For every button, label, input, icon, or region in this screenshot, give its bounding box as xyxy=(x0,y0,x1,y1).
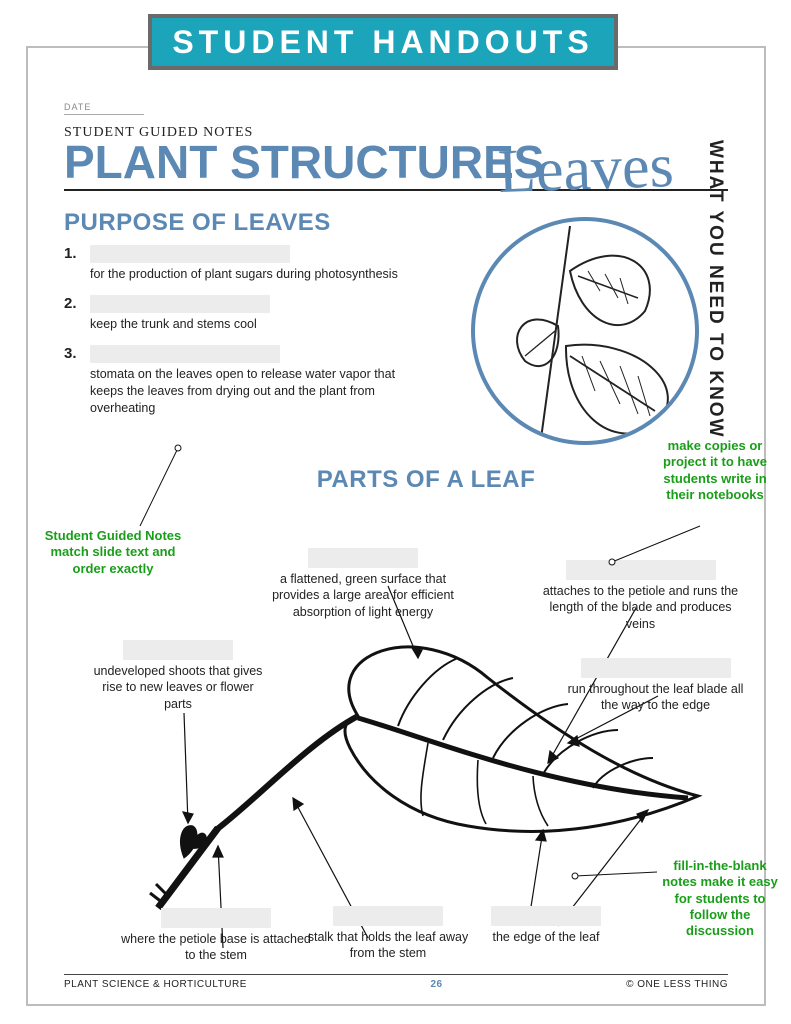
fill-blank[interactable] xyxy=(491,906,601,926)
page-footer: PLANT SCIENCE & HORTICULTURE 26 © ONE LE… xyxy=(64,974,728,990)
item-desc: for the production of plant sugars durin… xyxy=(90,266,404,283)
part-blade: a flattened, green surface that provides… xyxy=(258,548,468,620)
fill-blank[interactable] xyxy=(90,345,280,363)
fill-blank[interactable] xyxy=(123,640,233,660)
leaf-diagram: a flattened, green surface that provides… xyxy=(88,548,748,968)
list-item: 1. for the production of plant sugars du… xyxy=(64,245,404,283)
item-number: 1. xyxy=(64,245,82,262)
page-number: 26 xyxy=(430,979,442,990)
footer-right: © ONE LESS THING xyxy=(626,979,728,990)
part-desc: undeveloped shoots that gives rise to ne… xyxy=(94,664,263,711)
part-desc: attaches to the petiole and runs the len… xyxy=(543,584,738,631)
part-node: where the petiole base is attached to th… xyxy=(116,908,316,964)
script-title: Leaves xyxy=(497,131,675,208)
part-petiole: stalk that holds the leaf away from the … xyxy=(303,906,473,962)
annotation-topright: make copies or project it to have studen… xyxy=(650,438,780,503)
fill-blank[interactable] xyxy=(581,658,731,678)
fill-blank[interactable] xyxy=(90,245,290,263)
item-desc: stomata on the leaves open to release wa… xyxy=(90,366,404,417)
fill-blank[interactable] xyxy=(90,295,270,313)
fill-blank[interactable] xyxy=(333,906,443,926)
part-desc: where the petiole base is attached to th… xyxy=(121,932,311,962)
worksheet-page: DATE STUDENT GUIDED NOTES PLANT STRUCTUR… xyxy=(26,46,766,1006)
banner-text: STUDENT HANDOUTS xyxy=(172,24,593,61)
part-midrib: attaches to the petiole and runs the len… xyxy=(538,560,743,632)
part-desc: stalk that holds the leaf away from the … xyxy=(308,930,469,960)
part-bud: undeveloped shoots that gives rise to ne… xyxy=(88,640,268,712)
footer-left: PLANT SCIENCE & HORTICULTURE xyxy=(64,979,247,990)
list-item: 3. stomata on the leaves open to release… xyxy=(64,345,404,417)
part-desc: run throughout the leaf blade all the wa… xyxy=(568,682,744,712)
annotation-bottomright: fill-in-the-blank notes make it easy for… xyxy=(660,858,780,939)
fill-blank[interactable] xyxy=(308,548,418,568)
part-veins: run throughout the leaf blade all the wa… xyxy=(563,658,748,714)
fill-blank[interactable] xyxy=(161,908,271,928)
part-desc: the edge of the leaf xyxy=(492,930,599,944)
fill-blank[interactable] xyxy=(566,560,716,580)
item-desc: keep the trunk and stems cool xyxy=(90,316,404,333)
item-number: 3. xyxy=(64,345,82,362)
parts-heading: PARTS OF A LEAF xyxy=(124,466,728,494)
vertical-sidebar-text: WHAT YOU NEED TO KNOW xyxy=(704,140,726,439)
leaf-circle-illustration xyxy=(470,216,700,446)
date-label: DATE xyxy=(64,102,144,115)
purpose-list: 1. for the production of plant sugars du… xyxy=(64,245,404,416)
item-number: 2. xyxy=(64,295,82,312)
part-desc: a flattened, green surface that provides… xyxy=(272,572,454,619)
banner: STUDENT HANDOUTS xyxy=(148,14,618,70)
part-margin: the edge of the leaf xyxy=(486,906,606,945)
annotation-left: Student Guided Notes match slide text an… xyxy=(38,528,188,577)
page-title: PLANT STRUCTURES xyxy=(64,139,544,189)
list-item: 2. keep the trunk and stems cool xyxy=(64,295,404,333)
